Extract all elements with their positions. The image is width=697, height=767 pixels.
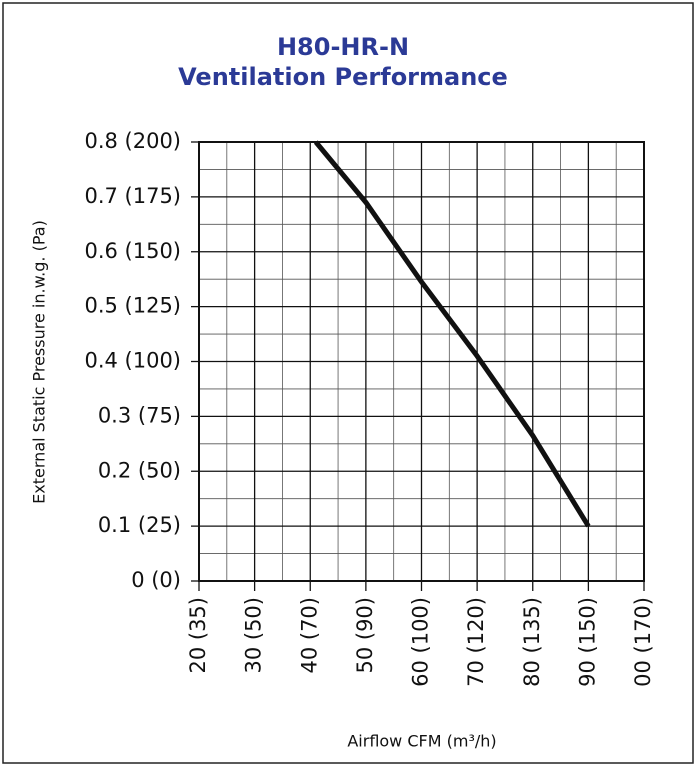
x-axis-label: Airflow CFM (m³/h) [347,732,496,751]
y-tick-label: 0 (0) [131,568,181,592]
y-axis-label: External Static Pressure in.w.g. (Pa) [30,220,49,504]
y-tick-label: 0.7 (175) [84,184,181,208]
x-tick-label: 00 (170) [631,597,655,687]
y-tick-label: 0.2 (50) [98,458,181,482]
y-tick-label: 0.8 (200) [84,129,181,153]
x-tick-label: 60 (100) [409,597,433,687]
chart-title: Ventilation Performance [178,63,508,91]
x-tick-label: 80 (135) [520,597,544,687]
y-tick-label: 0.4 (100) [84,349,181,373]
y-tick-label: 0.6 (150) [84,239,181,263]
plot-border [198,141,645,582]
y-tick-label: 0.3 (75) [98,403,181,427]
chart-title: H80-HR-N [277,33,409,61]
y-tick-label: 0.5 (125) [84,294,181,318]
x-tick-label: 90 (150) [575,597,599,687]
x-tick-label: 30 (50) [242,597,266,674]
x-tick-label: 20 (35) [186,597,210,674]
x-tick-label: 40 (70) [297,597,321,674]
x-tick-label: 70 (120) [464,597,488,687]
data-line [313,140,591,528]
x-tick-label: 50 (90) [353,597,377,674]
y-tick-label: 0.1 (25) [98,513,181,537]
